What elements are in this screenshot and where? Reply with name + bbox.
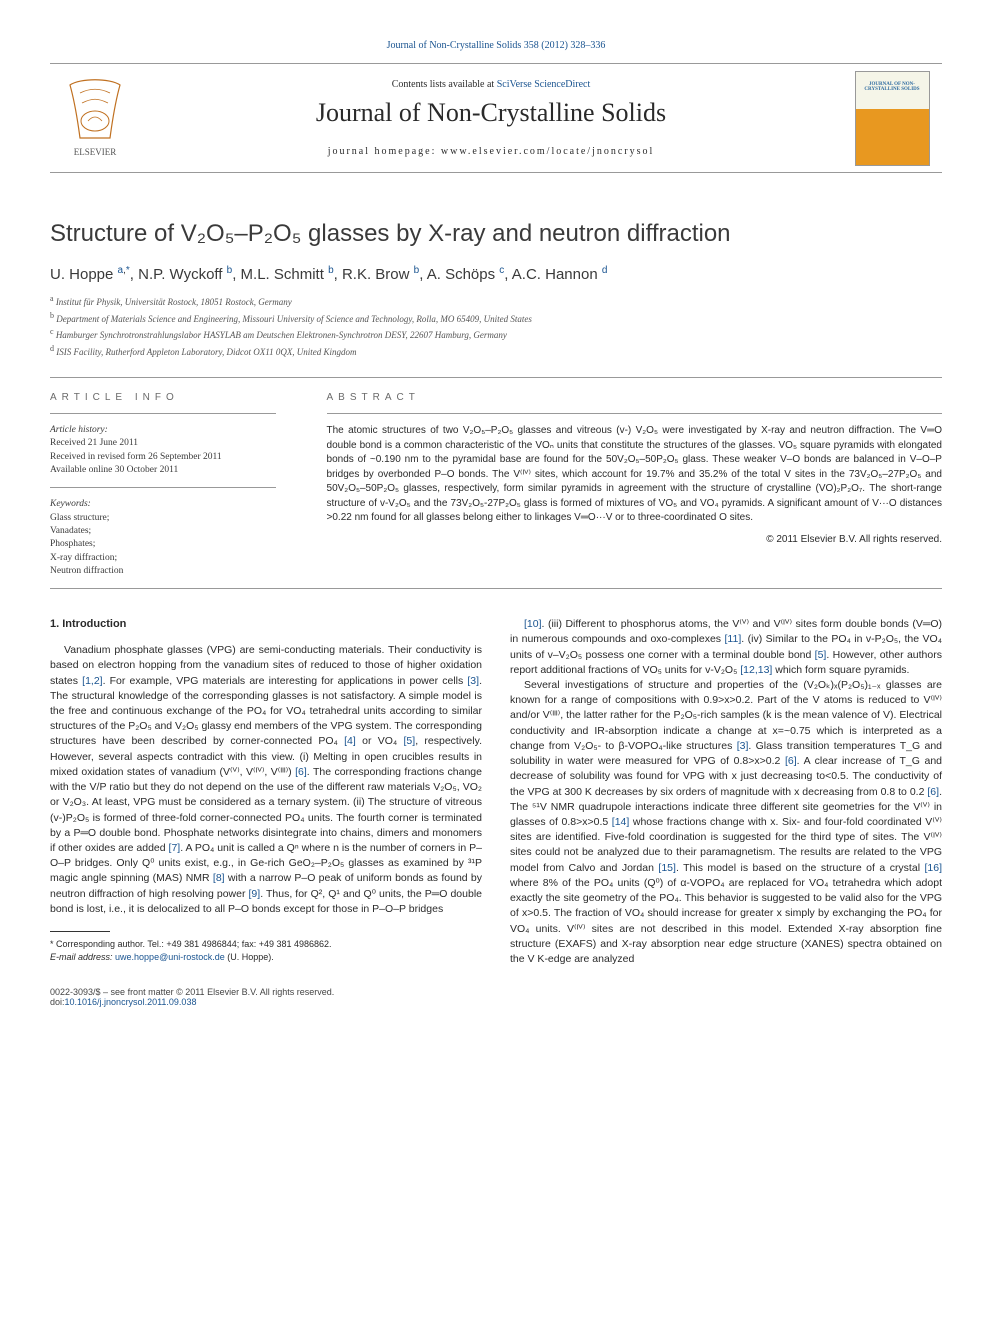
header-citation: Journal of Non-Crystalline Solids 358 (2… — [50, 40, 942, 51]
authors-line: U. Hoppe a,*, N.P. Wyckoff b, M.L. Schmi… — [50, 265, 942, 283]
sciencedirect-link[interactable]: SciVerse ScienceDirect — [497, 79, 591, 90]
doi-prefix: doi: — [50, 997, 65, 1007]
contents-line: Contents lists available at SciVerse Sci… — [140, 79, 842, 90]
keywords-block: Keywords: Glass structure; Vanadates; Ph… — [50, 498, 307, 578]
keyword: Glass structure; — [50, 513, 109, 523]
corresponding-author-footnote: * Corresponding author. Tel.: +49 381 49… — [50, 938, 482, 963]
abstract-copyright: © 2011 Elsevier B.V. All rights reserved… — [327, 534, 942, 545]
journal-homepage: journal homepage: www.elsevier.com/locat… — [140, 146, 842, 157]
para-2: [10]. (iii) Different to phosphorus atom… — [510, 617, 942, 678]
section-heading-1: 1. Introduction — [50, 617, 482, 633]
page-footer: 0022-3093/$ – see front matter © 2011 El… — [50, 987, 942, 1007]
elsevier-logo: ELSEVIER — [60, 73, 130, 163]
affiliation-line: c Hamburger Synchrotronstrahlungslabor H… — [50, 326, 942, 343]
history-line: Received 21 June 2011 — [50, 438, 138, 448]
article-title: Structure of V₂O₅–P₂O₅ glasses by X-ray … — [50, 218, 942, 249]
journal-name: Journal of Non-Crystalline Solids — [140, 98, 842, 128]
footnote-separator — [50, 931, 110, 932]
svg-text:ELSEVIER: ELSEVIER — [74, 147, 117, 157]
contents-prefix: Contents lists available at — [392, 79, 497, 90]
affiliation-line: a Institut für Physik, Universität Rosto… — [50, 293, 942, 310]
history-label: Article history: — [50, 425, 108, 435]
footer-front-matter: 0022-3093/$ – see front matter © 2011 El… — [50, 987, 942, 997]
affiliation-line: d ISIS Facility, Rutherford Appleton Lab… — [50, 343, 942, 360]
rule-bottom — [50, 588, 942, 589]
affiliation-line: b Department of Materials Science and En… — [50, 310, 942, 327]
journal-cover-thumbnail: JOURNAL OF NON-CRYSTALLINE SOLIDS — [855, 71, 930, 166]
article-info-heading: article info — [50, 392, 307, 403]
article-history: Article history: Received 21 June 2011 R… — [50, 424, 307, 477]
keywords-label: Keywords: — [50, 499, 91, 509]
keyword: X-ray diffraction; — [50, 553, 117, 563]
journal-cover-text: JOURNAL OF NON-CRYSTALLINE SOLIDS — [856, 82, 929, 92]
email-link[interactable]: uwe.hoppe@uni-rostock.de — [115, 952, 225, 962]
footnote-corr: * Corresponding author. Tel.: +49 381 49… — [50, 938, 482, 951]
history-line: Received in revised form 26 September 20… — [50, 452, 222, 462]
abstract-heading: abstract — [327, 392, 942, 403]
body-text: 1. Introduction Vanadium phosphate glass… — [50, 617, 942, 967]
info-rule-1 — [50, 413, 276, 414]
publisher-logo-area: ELSEVIER — [50, 63, 140, 173]
abstract-text: The atomic structures of two V₂O₅–P₂O₅ g… — [327, 424, 942, 526]
doi-link[interactable]: 10.1016/j.jnoncrysol.2011.09.038 — [65, 997, 197, 1007]
keyword: Neutron diffraction — [50, 566, 123, 576]
journal-cover-area: JOURNAL OF NON-CRYSTALLINE SOLIDS — [842, 63, 942, 173]
para-3: Several investigations of structure and … — [510, 678, 942, 967]
rule-top — [50, 377, 942, 378]
para-1: Vanadium phosphate glasses (VPG) are sem… — [50, 643, 482, 917]
email-label: E-mail address: — [50, 952, 115, 962]
masthead: ELSEVIER Contents lists available at Sci… — [50, 63, 942, 173]
abstract-rule — [327, 413, 942, 414]
email-suffix: (U. Hoppe). — [225, 952, 274, 962]
info-rule-2 — [50, 487, 276, 488]
keyword: Phosphates; — [50, 539, 95, 549]
keyword: Vanadates; — [50, 526, 91, 536]
citation-link[interactable]: Journal of Non-Crystalline Solids 358 (2… — [387, 40, 606, 51]
history-line: Available online 30 October 2011 — [50, 465, 178, 475]
affiliations: a Institut für Physik, Universität Rosto… — [50, 293, 942, 359]
